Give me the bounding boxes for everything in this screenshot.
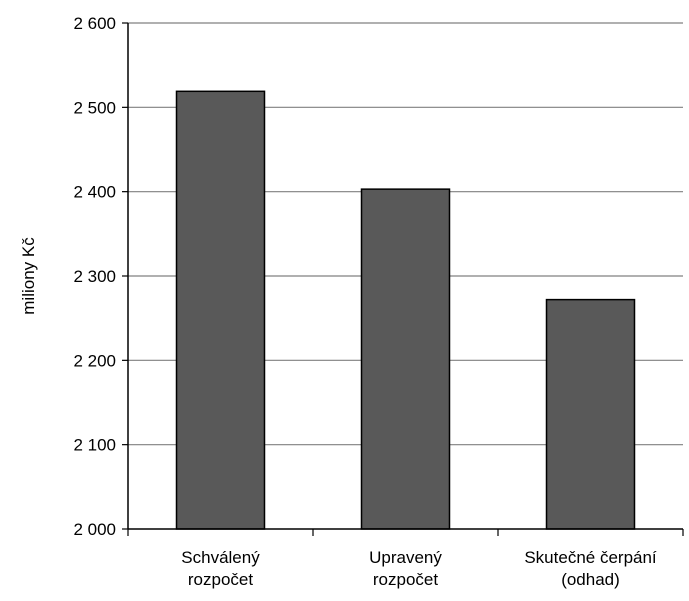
- x-category-label: Schválený: [181, 548, 260, 567]
- x-category-label: rozpočet: [373, 570, 438, 589]
- y-tick-label: 2 200: [73, 351, 116, 370]
- y-tick-label: 2 400: [73, 183, 116, 202]
- bar: [175, 90, 266, 530]
- y-tick-label: 2 500: [73, 98, 116, 117]
- bar: [545, 298, 636, 530]
- y-tick-label: 2 100: [73, 436, 116, 455]
- y-tick-label: 2 300: [73, 267, 116, 286]
- y-tick-label: 2 600: [73, 14, 116, 33]
- bar: [360, 188, 451, 530]
- x-category-label: rozpočet: [188, 570, 253, 589]
- x-category-label: Skutečné čerpání: [524, 548, 657, 567]
- y-axis-title: miliony Kč: [19, 237, 38, 315]
- bars: [175, 90, 636, 530]
- x-category-label: Upravený: [369, 548, 442, 567]
- y-tick-label: 2 000: [73, 520, 116, 539]
- x-category-label: (odhad): [561, 570, 620, 589]
- axes: [122, 22, 684, 536]
- labels: 2 000 2 100 2 200 2 300 2 400 2 500 2 600 Schvá…: [73, 14, 656, 589]
